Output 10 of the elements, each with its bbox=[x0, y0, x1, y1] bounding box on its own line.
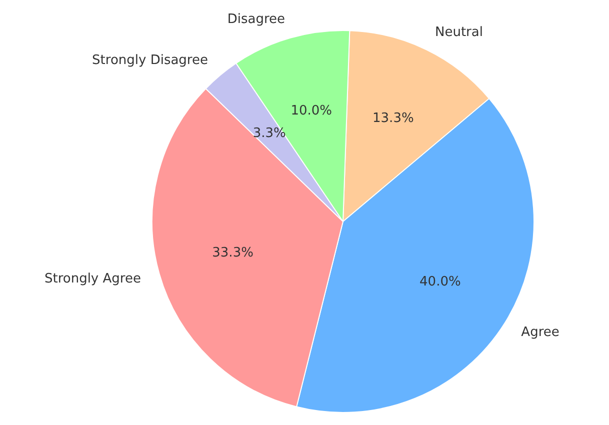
slice-label: Agree bbox=[521, 325, 560, 340]
slice-label: Strongly Disagree bbox=[92, 52, 208, 68]
slice-label: Strongly Agree bbox=[44, 272, 141, 287]
data-label: 33.3% bbox=[212, 245, 254, 260]
data-label: 10.0% bbox=[290, 104, 332, 119]
data-label: 3.3% bbox=[252, 126, 286, 142]
data-label: 13.3% bbox=[372, 110, 414, 126]
slice-label: Disagree bbox=[227, 12, 286, 27]
data-label: 40.0% bbox=[420, 274, 461, 290]
slice-label: Neutral bbox=[434, 24, 483, 40]
